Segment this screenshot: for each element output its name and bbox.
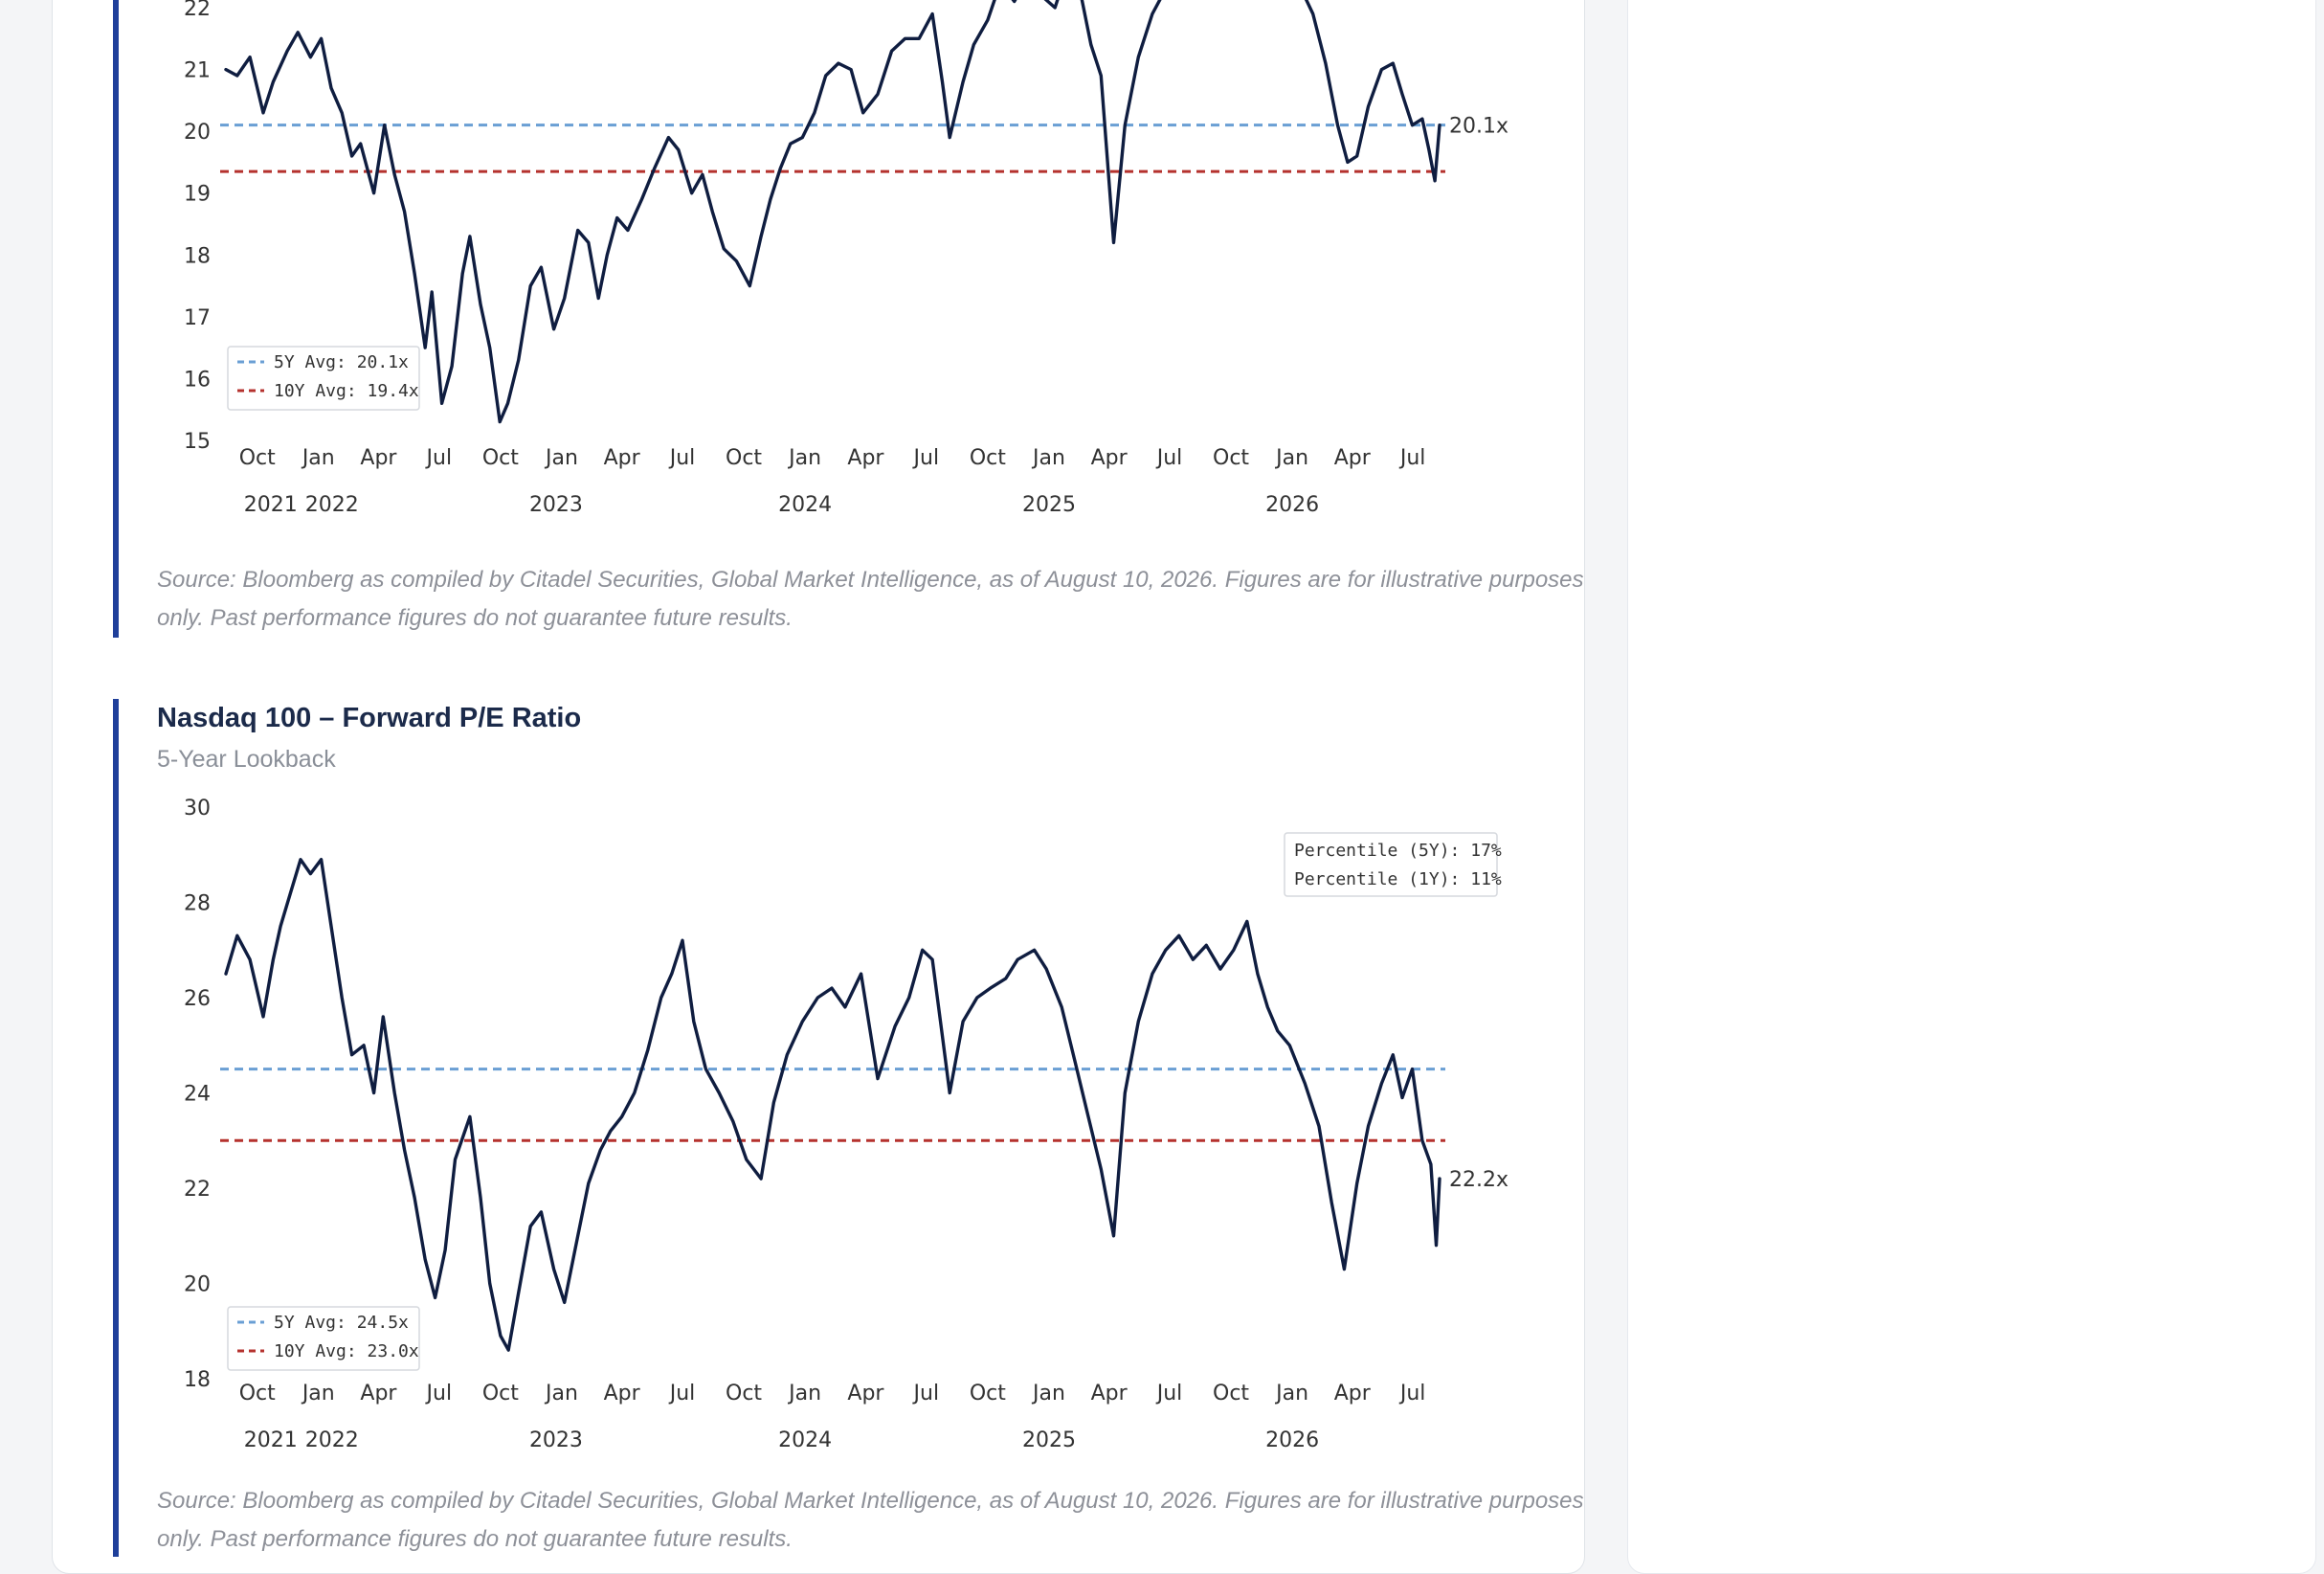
legend-entry-5y: 5Y Avg: 20.1x (274, 352, 409, 372)
legend-entry-10y: 10Y Avg: 23.0x (274, 1341, 419, 1361)
percentile-label: Percentile (5Y): 17% (1294, 841, 1502, 861)
y-tick-label: 24 (184, 1083, 211, 1107)
last-value-label: 20.1x (1449, 115, 1508, 139)
x-tick-label: Oct (726, 446, 762, 470)
x-tick-label: Oct (239, 446, 276, 470)
chart-subtitle: 5-Year Lookback (157, 746, 336, 773)
y-tick-label: 28 (184, 892, 211, 916)
side-card (1627, 0, 2316, 1574)
y-tick-label: 22 (184, 0, 211, 21)
year-label: 2021 (244, 1428, 298, 1452)
x-tick-label: Jul (668, 1382, 696, 1405)
x-tick-label: Apr (1334, 1382, 1372, 1405)
legend-entry-10y: 10Y Avg: 19.4x (274, 381, 419, 401)
x-tick-label: Oct (970, 446, 1006, 470)
x-tick-label: Apr (604, 446, 641, 470)
x-tick-label: Oct (482, 1382, 519, 1405)
y-tick-label: 22 (184, 1178, 211, 1202)
year-label: 2025 (1022, 493, 1076, 517)
year-label: 2022 (305, 493, 359, 517)
pe-series-line (224, 857, 1441, 1352)
x-tick-label: Oct (1213, 1382, 1249, 1405)
x-tick-label: Jul (1155, 446, 1183, 470)
x-tick-label: Jan (1031, 1382, 1065, 1405)
y-tick-label: 21 (184, 59, 211, 83)
x-tick-label: Jul (1398, 446, 1426, 470)
x-tick-label: Jan (544, 446, 578, 470)
x-tick-label: Jan (301, 1382, 335, 1405)
year-label: 2023 (529, 493, 583, 517)
x-tick-label: Oct (239, 1382, 276, 1405)
percentile-label: Percentile (1Y): 11% (1294, 869, 1502, 889)
x-tick-label: Jan (1274, 446, 1308, 470)
pe-series-line (224, 0, 1441, 424)
legend-entry-5y: 5Y Avg: 24.5x (274, 1313, 409, 1333)
x-tick-label: Oct (970, 1382, 1006, 1405)
chart-title: Nasdaq 100 – Forward P/E Ratio (157, 703, 582, 733)
x-tick-label: Jul (1398, 1382, 1426, 1405)
x-tick-label: Jan (301, 446, 335, 470)
x-tick-label: Jan (544, 1382, 578, 1405)
chart-source-note: Source: Bloomberg as compiled by Citadel… (157, 1488, 1584, 1552)
x-tick-label: Jul (912, 1382, 940, 1405)
x-tick-label: Apr (1334, 446, 1372, 470)
x-tick-label: Apr (847, 1382, 884, 1405)
x-tick-label: Apr (360, 446, 397, 470)
chart-source-note: Source: Bloomberg as compiled by Citadel… (157, 567, 1584, 631)
x-tick-label: Oct (726, 1382, 762, 1405)
year-label: 2023 (529, 1428, 583, 1452)
x-tick-label: Jan (787, 446, 821, 470)
x-tick-label: Jul (425, 446, 453, 470)
x-tick-label: Oct (482, 446, 519, 470)
y-tick-label: 19 (184, 183, 211, 207)
x-tick-label: Oct (1213, 446, 1249, 470)
x-tick-label: Jul (425, 1382, 453, 1405)
chart-section-top: 15 16 17 18 19 20 21 22 Oct Jan Apr Jul Oct Jan Apr Jul… (113, 0, 1584, 638)
x-tick-label: Jul (668, 446, 696, 470)
chart-section-nasdaq: Nasdaq 100 – Forward P/E Ratio 5-Year Lo… (113, 699, 1584, 1557)
x-tick-label: Jul (1155, 1382, 1183, 1405)
x-tick-label: Jan (787, 1382, 821, 1405)
y-tick-label: 18 (184, 1368, 211, 1392)
y-tick-label: 26 (184, 987, 211, 1011)
x-tick-label: Apr (604, 1382, 641, 1405)
y-tick-label: 17 (184, 306, 211, 330)
year-label: 2024 (778, 493, 832, 517)
x-tick-label: Apr (1091, 446, 1128, 470)
year-label: 2022 (305, 1428, 359, 1452)
y-tick-label: 30 (184, 797, 211, 821)
y-tick-label: 20 (184, 1273, 211, 1297)
x-tick-label: Apr (1091, 1382, 1128, 1405)
percentile-box (1284, 832, 1498, 897)
y-tick-label: 18 (184, 244, 211, 268)
legend-box (227, 346, 420, 411)
year-label: 2026 (1265, 1428, 1319, 1452)
year-label: 2021 (244, 493, 298, 517)
year-label: 2025 (1022, 1428, 1076, 1452)
x-tick-label: Jan (1031, 446, 1065, 470)
x-tick-label: Jan (1274, 1382, 1308, 1405)
last-value-label: 22.2x (1449, 1168, 1508, 1192)
legend-box (227, 1306, 420, 1371)
y-tick-label: 16 (184, 368, 211, 392)
y-tick-label: 20 (184, 121, 211, 145)
x-tick-label: Jul (912, 446, 940, 470)
x-tick-label: Apr (360, 1382, 397, 1405)
year-label: 2024 (778, 1428, 832, 1452)
x-tick-label: Apr (847, 446, 884, 470)
year-label: 2026 (1265, 493, 1319, 517)
y-tick-label: 15 (184, 430, 211, 454)
